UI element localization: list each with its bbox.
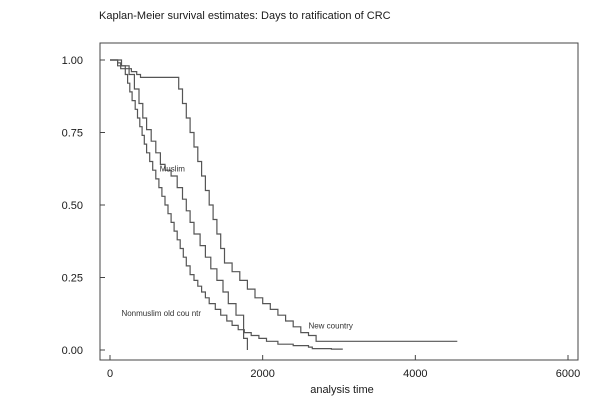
ticks-group: 0 2000 4000 6000 0.00 0.25 0.50 0.75 1.00 [62, 55, 581, 380]
y-tick-label-0: 0.00 [62, 345, 83, 357]
km-series-line-2 [110, 59, 458, 342]
x-axis-label: analysis time [310, 384, 374, 396]
y-tick-label-4: 1.00 [62, 55, 83, 67]
x-tick-label-0: 0 [107, 368, 113, 380]
km-series-line-1 [110, 59, 248, 350]
km-series-line-0 [110, 59, 343, 350]
x-tick-label-1: 2000 [250, 368, 274, 380]
series-annotation-1: Nonmuslim old cou ntr [121, 309, 201, 318]
series-annotation-2: New country [308, 321, 352, 330]
y-tick-label-3: 0.75 [62, 128, 83, 140]
series-group [110, 59, 458, 350]
x-tick-label-2: 4000 [403, 368, 427, 380]
series-annotation-0: Muslim [160, 165, 186, 174]
chart-title: Kaplan-Meier survival estimates: Days to… [99, 10, 391, 22]
y-tick-label-1: 0.25 [62, 273, 83, 285]
annotations-group: Muslim Nonmuslim old cou ntr New country [121, 165, 352, 331]
plot-area [99, 42, 579, 361]
x-tick-label-3: 6000 [556, 368, 580, 380]
y-tick-label-2: 0.50 [62, 200, 83, 212]
